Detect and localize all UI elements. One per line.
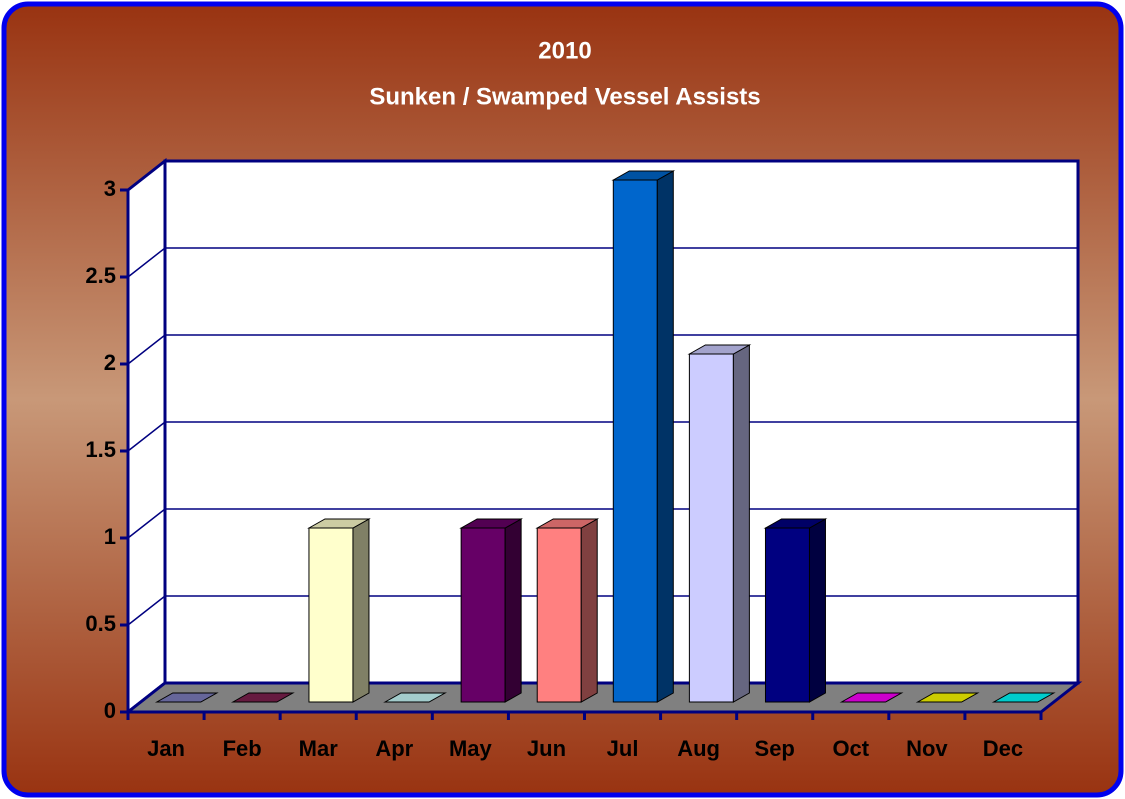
bar-side — [504, 518, 522, 703]
y-tick-label: 2 — [104, 350, 116, 375]
bar — [915, 692, 980, 703]
bar-top — [154, 692, 219, 703]
bar-top — [611, 170, 676, 181]
grid-line — [127, 160, 1078, 191]
bar-top — [915, 692, 980, 703]
bar — [307, 518, 371, 703]
bar-front — [308, 527, 354, 703]
bar — [687, 344, 752, 703]
bar-side — [656, 170, 674, 703]
bar-top — [383, 692, 447, 703]
bar-top — [763, 518, 828, 529]
bar — [383, 692, 447, 703]
bar-top — [839, 692, 904, 703]
x-tick-label: Feb — [223, 736, 262, 761]
bar-side — [580, 518, 598, 703]
y-tick-label: 1.5 — [85, 437, 116, 462]
grid-line — [127, 508, 1078, 539]
bar — [154, 692, 219, 703]
bar-front — [612, 179, 658, 703]
bar — [535, 518, 600, 703]
x-tick-label: Oct — [832, 736, 869, 761]
bar-top — [230, 692, 295, 703]
x-tick-label: Mar — [299, 736, 339, 761]
bar-top — [307, 518, 371, 529]
bar — [991, 692, 1056, 703]
y-tick-label: 0 — [104, 698, 116, 723]
x-tick-label: Sep — [755, 736, 795, 761]
x-tick-label: Aug — [677, 736, 720, 761]
bar — [230, 692, 295, 703]
y-tick-label: 3 — [104, 176, 116, 201]
bar — [763, 518, 828, 703]
chart-title: 2010 — [538, 37, 591, 64]
grid-line — [127, 334, 1078, 365]
bar-top — [459, 518, 524, 529]
y-tick-label: 0.5 — [85, 611, 116, 636]
chart-subtitle: Sunken / Swamped Vessel Assists — [369, 83, 760, 110]
bar-side — [808, 518, 826, 703]
x-tick-label: Dec — [983, 736, 1023, 761]
bar — [839, 692, 904, 703]
bar-front — [536, 527, 582, 703]
x-tick-label: Jan — [147, 736, 185, 761]
bar — [459, 518, 524, 703]
y-tick-label: 1 — [104, 524, 116, 549]
bar-top — [535, 518, 600, 529]
grid-line — [127, 247, 1078, 278]
bar-side — [352, 518, 370, 703]
bar-top — [991, 692, 1056, 703]
x-tick-label: May — [449, 736, 493, 761]
bar — [611, 170, 676, 703]
x-tick-label: Jun — [527, 736, 566, 761]
bar-front — [688, 353, 734, 703]
y-tick-label: 2.5 — [85, 263, 116, 288]
bar-side — [732, 344, 750, 703]
grid-line — [127, 421, 1078, 452]
x-tick-label: Nov — [906, 736, 948, 761]
x-tick-label: Jul — [607, 736, 639, 761]
bar-front — [460, 527, 506, 703]
x-tick-label: Apr — [375, 736, 413, 761]
bar-top — [687, 344, 752, 355]
bar-front — [764, 527, 810, 703]
